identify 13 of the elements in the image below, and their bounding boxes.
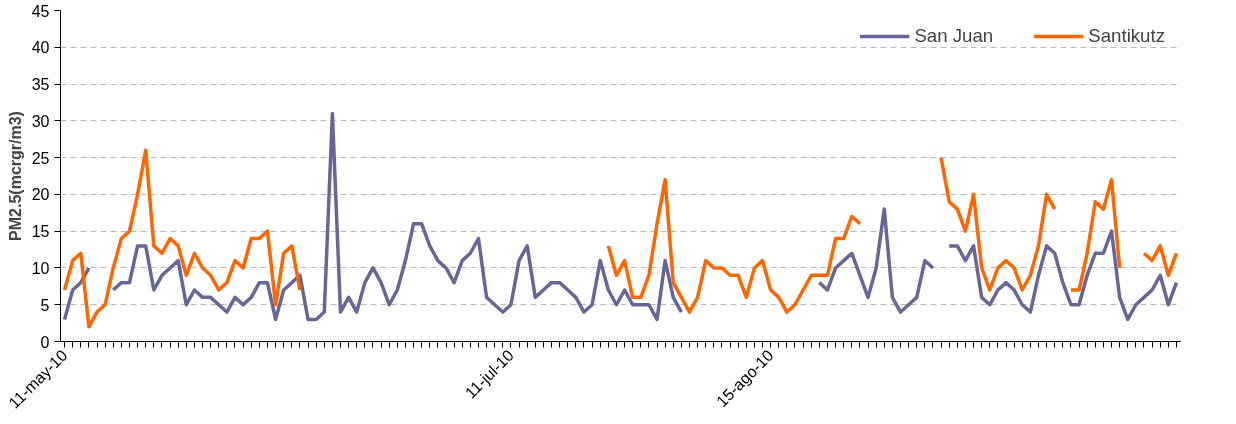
y-tick-label: 0 xyxy=(40,333,50,351)
y-tick-label: 10 xyxy=(31,259,50,277)
legend-label: Santikutz xyxy=(1088,25,1165,47)
y-tick-label: 40 xyxy=(31,39,50,57)
y-tick-label: 20 xyxy=(31,186,50,204)
y-tick-label: 5 xyxy=(40,296,50,314)
y-tick-label: 25 xyxy=(31,149,50,167)
y-tick-label: 35 xyxy=(31,76,50,94)
y-tick-label: 45 xyxy=(31,2,50,20)
legend-label: San Juan xyxy=(914,25,994,47)
y-tick-label: 15 xyxy=(31,223,50,241)
y-tick-label: 30 xyxy=(31,112,50,130)
y-axis-title: PM2.5(mcrgr/m3) xyxy=(6,111,24,241)
